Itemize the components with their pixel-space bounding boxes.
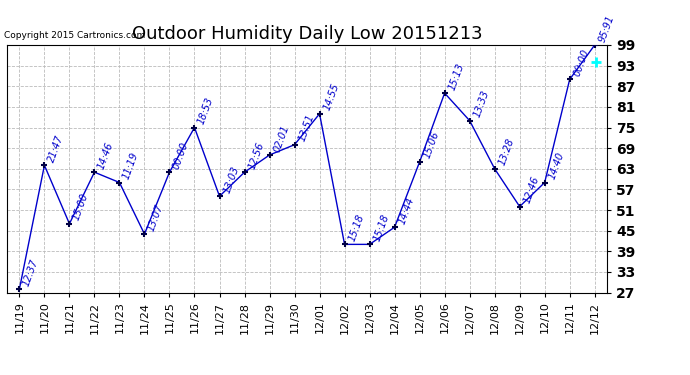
Text: 15:00: 15:00 — [72, 192, 90, 222]
Text: 13:51: 13:51 — [297, 113, 315, 143]
Text: 11:19: 11:19 — [121, 151, 141, 181]
Text: 12:37: 12:37 — [21, 257, 41, 287]
Text: 14:40: 14:40 — [546, 151, 566, 181]
Text: 21:47: 21:47 — [46, 134, 66, 164]
Text: 14:55: 14:55 — [322, 82, 341, 112]
Text: 13:28: 13:28 — [497, 137, 515, 167]
Text: 13:03: 13:03 — [221, 165, 241, 195]
Text: 15:06: 15:06 — [422, 130, 441, 160]
Text: 95:91: 95:91 — [597, 13, 615, 43]
Text: 00:00: 00:00 — [172, 141, 190, 171]
Title: Outdoor Humidity Daily Low 20151213: Outdoor Humidity Daily Low 20151213 — [132, 26, 482, 44]
Text: 18:53: 18:53 — [197, 96, 215, 126]
Text: 02:01: 02:01 — [272, 123, 290, 153]
Text: 15:13: 15:13 — [446, 62, 466, 92]
Text: Copyright 2015 Cartronics.com: Copyright 2015 Cartronics.com — [4, 31, 145, 40]
Text: 15:18: 15:18 — [346, 213, 366, 243]
Text: 14:44: 14:44 — [397, 195, 415, 225]
Text: 12:46: 12:46 — [522, 175, 541, 205]
Text: 13:33: 13:33 — [472, 89, 491, 119]
Text: 14:46: 14:46 — [97, 141, 115, 171]
Text: 00:00: 00:00 — [572, 48, 591, 78]
Text: 15:18: 15:18 — [372, 213, 391, 243]
Text: 13:07: 13:07 — [146, 202, 166, 232]
Text: 12:56: 12:56 — [246, 141, 266, 171]
